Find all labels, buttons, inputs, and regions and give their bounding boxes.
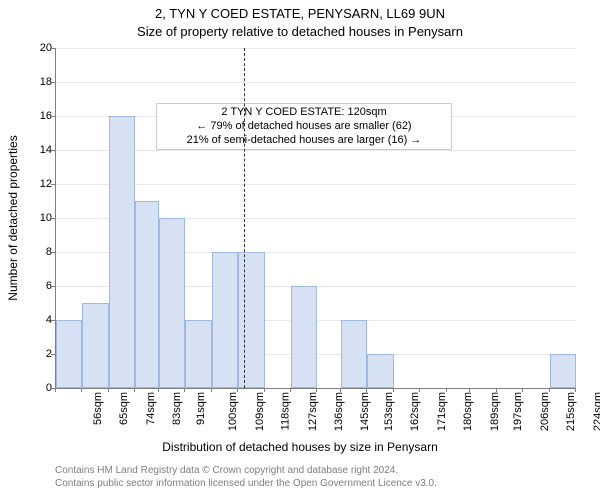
ytick-label: 12 — [34, 178, 52, 190]
footer-line1: Contains HM Land Registry data © Crown c… — [55, 465, 398, 476]
ytick-mark — [51, 82, 55, 83]
ytick-label: 6 — [34, 280, 52, 292]
xtick-mark — [55, 388, 56, 392]
ytick-mark — [51, 218, 55, 219]
xtick-label: 180sqm — [462, 392, 474, 431]
xtick-mark — [184, 388, 185, 392]
xtick-label: 171sqm — [436, 392, 448, 431]
title-line2: Size of property relative to detached ho… — [0, 24, 600, 39]
histogram-bar — [291, 286, 317, 388]
ytick-label: 14 — [34, 144, 52, 156]
xtick-label: 153sqm — [383, 392, 395, 431]
histogram-bar — [159, 218, 185, 388]
xtick-label: 189sqm — [489, 392, 501, 431]
xtick-label: 118sqm — [279, 392, 291, 430]
xtick-label: 197sqm — [512, 392, 524, 431]
histogram-bar — [367, 354, 393, 388]
histogram-bar — [238, 252, 264, 388]
xtick-label: 65sqm — [118, 392, 130, 425]
histogram-bar — [341, 320, 367, 388]
xtick-mark — [340, 388, 341, 392]
reference-line — [244, 48, 245, 388]
plot-area: 2 TYN Y COED ESTATE: 120sqm ← 79% of det… — [55, 48, 576, 389]
gridline — [56, 48, 576, 49]
ytick-label: 16 — [34, 110, 52, 122]
ytick-mark — [51, 150, 55, 151]
xtick-label: 83sqm — [171, 392, 183, 425]
xtick-mark — [211, 388, 212, 392]
ytick-label: 8 — [34, 246, 52, 258]
xtick-label: 206sqm — [539, 392, 551, 431]
histogram-bar — [82, 303, 108, 388]
xtick-label: 56sqm — [92, 392, 104, 425]
xtick-mark — [158, 388, 159, 392]
footer-line2: Contains public sector information licen… — [55, 478, 437, 489]
xtick-mark — [496, 388, 497, 392]
xtick-label: 136sqm — [333, 392, 345, 431]
annotation-line3: 21% of semi-detached houses are larger (… — [161, 134, 447, 148]
annotation-line1: 2 TYN Y COED ESTATE: 120sqm — [161, 106, 447, 120]
chart-container: 2, TYN Y COED ESTATE, PENYSARN, LL69 9UN… — [0, 0, 600, 500]
ytick-label: 2 — [34, 348, 52, 360]
title-line1: 2, TYN Y COED ESTATE, PENYSARN, LL69 9UN — [0, 6, 600, 21]
histogram-bar — [135, 201, 159, 388]
xtick-mark — [316, 388, 317, 392]
histogram-bar — [550, 354, 576, 388]
ytick-mark — [51, 252, 55, 253]
ytick-mark — [51, 320, 55, 321]
xtick-mark — [134, 388, 135, 392]
xtick-mark — [237, 388, 238, 392]
annotation-line2: ← 79% of detached houses are smaller (62… — [161, 120, 447, 134]
ytick-mark — [51, 48, 55, 49]
xtick-mark — [290, 388, 291, 392]
ytick-label: 4 — [34, 314, 52, 326]
x-axis-label: Distribution of detached houses by size … — [0, 440, 600, 454]
xtick-mark — [108, 388, 109, 392]
y-axis-label: Number of detached properties — [6, 135, 20, 300]
gridline — [56, 82, 576, 83]
ytick-mark — [51, 116, 55, 117]
xtick-label: 109sqm — [254, 392, 266, 431]
histogram-bar — [212, 252, 238, 388]
xtick-mark — [446, 388, 447, 392]
xtick-mark — [393, 388, 394, 392]
histogram-bar — [109, 116, 135, 388]
xtick-label: 91sqm — [195, 392, 207, 425]
ytick-mark — [51, 184, 55, 185]
xtick-label: 74sqm — [145, 392, 157, 425]
xtick-label: 224sqm — [592, 392, 600, 431]
xtick-mark — [419, 388, 420, 392]
histogram-bar — [56, 320, 82, 388]
ytick-label: 0 — [34, 382, 52, 394]
ytick-label: 10 — [34, 212, 52, 224]
xtick-label: 162sqm — [410, 392, 422, 431]
ytick-label: 20 — [34, 42, 52, 54]
xtick-mark — [549, 388, 550, 392]
xtick-label: 145sqm — [360, 392, 372, 431]
ytick-mark — [51, 354, 55, 355]
annotation-box: 2 TYN Y COED ESTATE: 120sqm ← 79% of det… — [156, 103, 452, 150]
xtick-label: 127sqm — [307, 392, 319, 431]
xtick-label: 215sqm — [565, 392, 577, 431]
xtick-mark — [81, 388, 82, 392]
xtick-mark — [469, 388, 470, 392]
xtick-label: 100sqm — [227, 392, 239, 431]
ytick-label: 18 — [34, 76, 52, 88]
xtick-mark — [366, 388, 367, 392]
xtick-mark — [522, 388, 523, 392]
xtick-mark — [575, 388, 576, 392]
xtick-mark — [264, 388, 265, 392]
histogram-bar — [185, 320, 211, 388]
ytick-mark — [51, 286, 55, 287]
